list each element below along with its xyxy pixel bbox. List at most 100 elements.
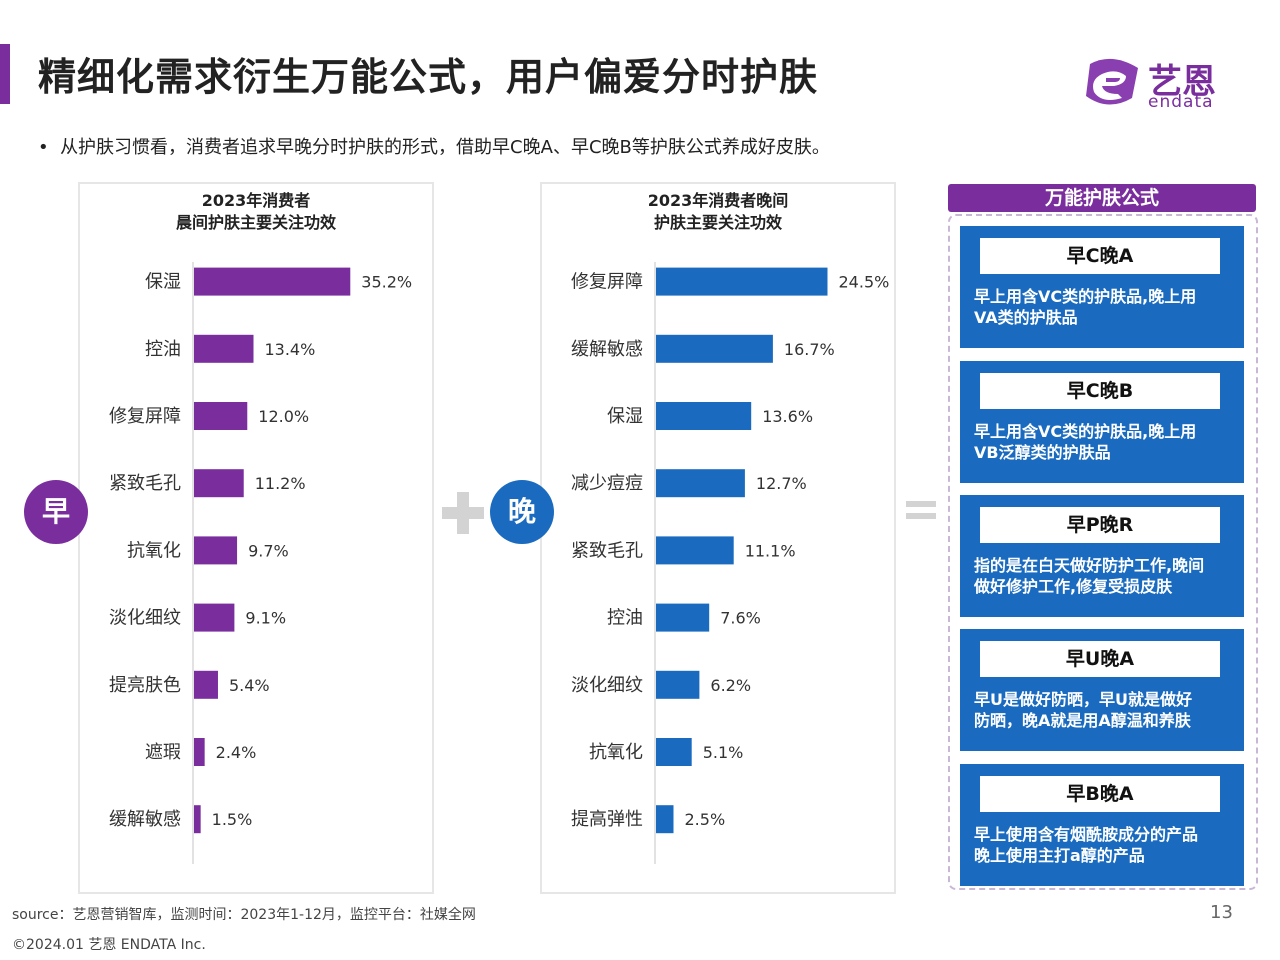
evening-category-label: 控油 bbox=[607, 608, 643, 629]
formula-card-desc: 早上用含VC类的护肤品,晚上用 VB泛醇类的护肤品 bbox=[974, 421, 1236, 463]
morning-bar bbox=[194, 805, 201, 834]
morning-value-label: 11.2% bbox=[255, 474, 306, 493]
morning-category-label: 淡化细纹 bbox=[109, 608, 181, 629]
formula-card: 早B晚A 早上使用含有烟酰胺成分的产品 晚上使用主打a醇的产品 bbox=[960, 764, 1244, 886]
morning-chart-title-line1: 2023年消费者 bbox=[201, 191, 311, 210]
formula-card-desc-line1: 早U是做好防晒，早U就是做好 bbox=[974, 690, 1192, 709]
morning-value-label: 5.4% bbox=[229, 676, 270, 695]
formula-card-desc-line1: 指的是在白天做好防护工作,晚间 bbox=[974, 556, 1205, 575]
formula-card-desc-line2: VA类的护肤品 bbox=[974, 308, 1078, 327]
morning-chart-svg: 保湿 35.2% 控油 13.4% 修复屏障 12.0% 紧致毛孔 11.2% 抗氧化 9.7% 淡… bbox=[109, 262, 412, 864]
evening-category-label: 抗氧化 bbox=[589, 742, 643, 763]
morning-value-label: 12.0% bbox=[258, 407, 309, 426]
formula-card-desc-line2: 晚上使用主打a醇的产品 bbox=[974, 846, 1145, 865]
evening-chart-title-line1: 2023年消费者晚间 bbox=[647, 191, 789, 210]
morning-bar bbox=[194, 738, 205, 766]
morning-category-label: 保湿 bbox=[145, 272, 181, 293]
evening-category-label: 淡化细纹 bbox=[571, 675, 643, 696]
morning-chart-title-line2: 晨间护肤主要关注功效 bbox=[175, 213, 336, 232]
evening-bar bbox=[656, 738, 692, 766]
formula-card-desc: 早上用含VC类的护肤品,晚上用 VA类的护肤品 bbox=[974, 286, 1236, 328]
formula-card-title: 早C晚B bbox=[980, 373, 1220, 409]
evening-bar bbox=[656, 670, 700, 699]
evening-category-label: 减少痘痘 bbox=[571, 473, 643, 494]
bullet-text: • 从护肤习惯看，消费者追求早晚分时护肤的形式，借助早C晚A、早C晚B等护肤公式… bbox=[38, 133, 830, 159]
morning-chart-title: 2023年消费者 晨间护肤主要关注功效 bbox=[80, 190, 432, 234]
morning-value-label: 13.4% bbox=[264, 340, 315, 359]
morning-bar bbox=[194, 334, 254, 363]
evening-category-label: 紧致毛孔 bbox=[571, 540, 643, 561]
endata-logo-icon bbox=[1086, 58, 1138, 105]
evening-bar bbox=[656, 805, 674, 834]
evening-value-label: 2.5% bbox=[685, 810, 726, 829]
evening-value-label: 12.7% bbox=[756, 474, 807, 493]
morning-value-label: 1.5% bbox=[212, 810, 253, 829]
evening-bar bbox=[656, 334, 773, 363]
evening-chart-title-line2: 护肤主要关注功效 bbox=[653, 213, 782, 232]
morning-category-label: 抗氧化 bbox=[127, 540, 181, 561]
formula-header: 万能护肤公式 bbox=[948, 184, 1256, 212]
morning-category-label: 提亮肤色 bbox=[109, 675, 181, 696]
page-number: 13 bbox=[1210, 902, 1233, 923]
morning-category-label: 缓解敏感 bbox=[109, 809, 181, 830]
morning-chart-panel: 2023年消费者 晨间护肤主要关注功效 保湿 35.2% 控油 13.4% 修复屏障 12… bbox=[78, 182, 434, 894]
morning-category-label: 控油 bbox=[145, 339, 181, 360]
formula-card-desc-line1: 早上用含VC类的护肤品,晚上用 bbox=[974, 287, 1197, 306]
morning-badge: 早 bbox=[24, 480, 88, 544]
evening-value-label: 6.2% bbox=[710, 676, 751, 695]
evening-bar bbox=[656, 603, 710, 632]
formula-card-title: 早C晚A bbox=[980, 238, 1220, 274]
morning-bar bbox=[194, 603, 235, 632]
evening-bar bbox=[656, 402, 752, 430]
morning-bar bbox=[194, 469, 244, 498]
logo-text-en: endata bbox=[1148, 92, 1214, 112]
evening-category-label: 修复屏障 bbox=[571, 272, 643, 293]
morning-bar bbox=[194, 402, 248, 430]
morning-value-label: 2.4% bbox=[216, 743, 257, 762]
evening-value-label: 16.7% bbox=[784, 340, 835, 359]
evening-bar bbox=[656, 536, 734, 565]
formula-frame bbox=[948, 214, 1258, 890]
morning-bar bbox=[194, 267, 351, 296]
morning-category-label: 修复屏障 bbox=[109, 406, 181, 427]
evening-category-label: 提高弹性 bbox=[571, 809, 643, 830]
evening-bar bbox=[656, 267, 828, 296]
formula-card-title: 早U晚A bbox=[980, 641, 1220, 677]
evening-badge: 晚 bbox=[490, 480, 554, 544]
formula-card-desc-line2: VB泛醇类的护肤品 bbox=[974, 443, 1111, 462]
evening-category-label: 保湿 bbox=[607, 406, 643, 427]
formula-card-desc-line1: 早上用含VC类的护肤品,晚上用 bbox=[974, 422, 1197, 441]
formula-card-desc-line2: 做好修护工作,修复受损皮肤 bbox=[974, 577, 1173, 596]
bullet-content: 从护肤习惯看，消费者追求早晚分时护肤的形式，借助早C晚A、早C晚B等护肤公式养成… bbox=[60, 137, 830, 158]
morning-value-label: 9.1% bbox=[245, 609, 286, 628]
formula-card-desc: 指的是在白天做好防护工作,晚间 做好修护工作,修复受损皮肤 bbox=[974, 555, 1236, 597]
copyright: ©2024.01 艺恩 ENDATA Inc. bbox=[12, 937, 206, 953]
formula-card: 早P晚R 指的是在白天做好防护工作,晚间 做好修护工作,修复受损皮肤 bbox=[960, 495, 1244, 617]
evening-chart-title: 2023年消费者晚间 护肤主要关注功效 bbox=[542, 190, 894, 234]
evening-value-label: 5.1% bbox=[703, 743, 744, 762]
morning-category-label: 紧致毛孔 bbox=[109, 473, 181, 494]
evening-value-label: 7.6% bbox=[720, 609, 761, 628]
morning-bar bbox=[194, 536, 238, 565]
formula-card-desc: 早U是做好防晒，早U就是做好 防晒，晚A就是用A醇温和养肤 bbox=[974, 689, 1236, 731]
morning-category-label: 遮瑕 bbox=[145, 742, 181, 763]
evening-value-label: 13.6% bbox=[762, 407, 813, 426]
formula-card-desc-line2: 防晒，晚A就是用A醇温和养肤 bbox=[974, 711, 1191, 730]
morning-value-label: 35.2% bbox=[361, 273, 412, 292]
equals-icon bbox=[906, 501, 936, 519]
evening-value-label: 11.1% bbox=[745, 541, 796, 560]
formula-card-desc: 早上使用含有烟酰胺成分的产品 晚上使用主打a醇的产品 bbox=[974, 824, 1236, 866]
formula-card: 早C晚B 早上用含VC类的护肤品,晚上用 VB泛醇类的护肤品 bbox=[960, 361, 1244, 483]
evening-value-label: 24.5% bbox=[839, 273, 890, 292]
formula-card-title: 早P晚R bbox=[980, 507, 1220, 543]
morning-bar bbox=[194, 670, 218, 699]
plus-icon bbox=[442, 492, 484, 534]
evening-chart-panel: 2023年消费者晚间 护肤主要关注功效 修复屏障 24.5% 缓解敏感 16.7% 保湿… bbox=[540, 182, 896, 894]
source-note: source：艺恩营销智库，监测时间：2023年1-12月，监控平台：社媒全网 bbox=[12, 907, 476, 923]
page-title: 精细化需求衍生万能公式，用户偏爱分时护肤 bbox=[38, 55, 819, 99]
formula-card-title: 早B晚A bbox=[980, 776, 1220, 812]
logo-text-cn: 艺恩 bbox=[1148, 62, 1216, 102]
evening-bar bbox=[656, 469, 745, 498]
formula-card: 早C晚A 早上用含VC类的护肤品,晚上用 VA类的护肤品 bbox=[960, 226, 1244, 348]
formula-card-desc-line1: 早上使用含有烟酰胺成分的产品 bbox=[974, 825, 1199, 844]
